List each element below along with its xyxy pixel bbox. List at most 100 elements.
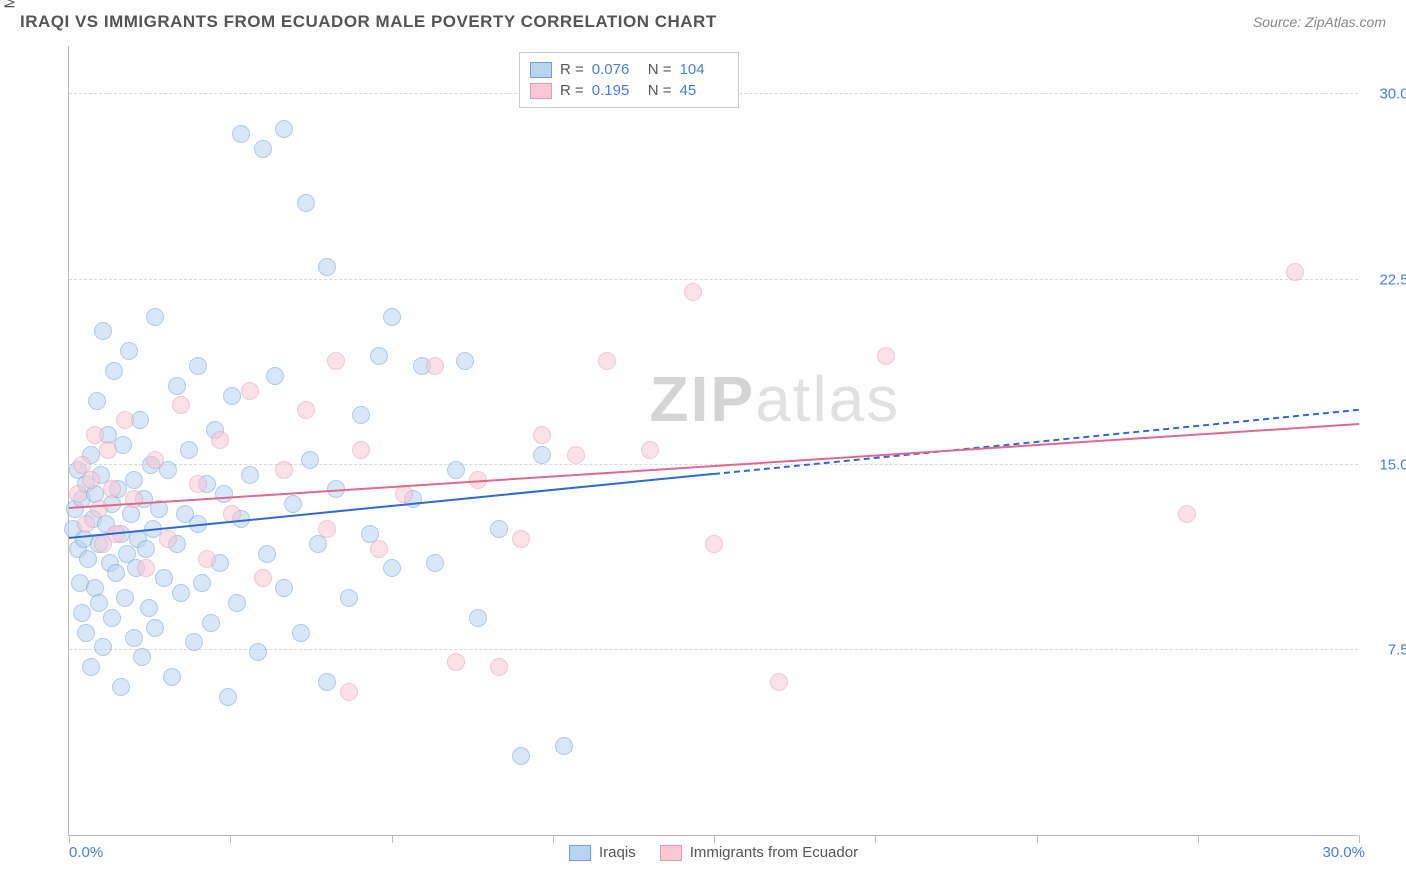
data-point: [90, 594, 108, 612]
data-point: [258, 545, 276, 563]
data-point: [1178, 505, 1196, 523]
data-point: [555, 737, 573, 755]
data-point: [228, 594, 246, 612]
chart-title: IRAQI VS IMMIGRANTS FROM ECUADOR MALE PO…: [20, 12, 717, 32]
data-point: [125, 490, 143, 508]
data-point: [533, 446, 551, 464]
data-point: [172, 584, 190, 602]
data-point: [202, 614, 220, 632]
y-tick-label: 15.0%: [1366, 456, 1406, 473]
data-point: [370, 347, 388, 365]
data-point: [120, 342, 138, 360]
data-point: [159, 530, 177, 548]
data-point: [172, 396, 190, 414]
data-point: [241, 382, 259, 400]
data-point: [86, 426, 104, 444]
x-tick: [875, 835, 876, 843]
data-point: [641, 441, 659, 459]
data-point: [284, 495, 302, 513]
x-tick: [553, 835, 554, 843]
y-tick-label: 7.5%: [1366, 641, 1406, 658]
watermark: ZIPatlas: [650, 362, 901, 436]
data-point: [73, 604, 91, 622]
data-point: [241, 466, 259, 484]
y-tick-label: 22.5%: [1366, 271, 1406, 288]
data-point: [266, 367, 284, 385]
data-point: [705, 535, 723, 553]
data-point: [426, 357, 444, 375]
x-tick: [69, 835, 70, 843]
trend-line: [69, 423, 1359, 509]
r-label: R =: [560, 82, 584, 99]
watermark-bold: ZIP: [650, 363, 756, 435]
data-point: [88, 392, 106, 410]
data-point: [189, 357, 207, 375]
data-point: [318, 520, 336, 538]
data-point: [82, 471, 100, 489]
series-legend: IraqisImmigrants from Ecuador: [569, 844, 858, 861]
n-value: 104: [680, 61, 728, 78]
data-point: [77, 515, 95, 533]
data-point: [219, 688, 237, 706]
data-point: [185, 633, 203, 651]
legend-label: Iraqis: [599, 844, 636, 861]
data-point: [770, 673, 788, 691]
x-tick-label: 30.0%: [1309, 844, 1365, 861]
data-point: [598, 352, 616, 370]
gridline: [69, 279, 1358, 280]
data-point: [105, 362, 123, 380]
data-point: [318, 673, 336, 691]
data-point: [352, 441, 370, 459]
data-point: [275, 461, 293, 479]
data-point: [215, 485, 233, 503]
scatter-plot: ZIPatlas 7.5%15.0%22.5%30.0%0.0%30.0%R =…: [68, 46, 1358, 836]
r-value: 0.195: [592, 82, 640, 99]
watermark-light: atlas: [755, 363, 900, 435]
y-tick-label: 30.0%: [1366, 86, 1406, 103]
n-label: N =: [648, 82, 672, 99]
data-point: [90, 500, 108, 518]
data-point: [383, 559, 401, 577]
legend-swatch: [530, 83, 552, 99]
data-point: [125, 471, 143, 489]
data-point: [116, 589, 134, 607]
data-point: [103, 609, 121, 627]
data-point: [340, 589, 358, 607]
data-point: [490, 658, 508, 676]
x-tick: [1359, 835, 1360, 843]
n-label: N =: [648, 61, 672, 78]
data-point: [254, 140, 272, 158]
data-point: [490, 520, 508, 538]
data-point: [163, 668, 181, 686]
data-point: [877, 347, 895, 365]
data-point: [107, 564, 125, 582]
x-tick: [392, 835, 393, 843]
x-tick-label: 0.0%: [69, 844, 103, 861]
data-point: [275, 579, 293, 597]
data-point: [137, 559, 155, 577]
data-point: [567, 446, 585, 464]
data-point: [69, 485, 87, 503]
legend-row: R =0.195N =45: [530, 80, 728, 101]
data-point: [94, 638, 112, 656]
data-point: [189, 475, 207, 493]
legend-row: R =0.076N =104: [530, 59, 728, 80]
data-point: [223, 387, 241, 405]
legend-swatch: [569, 845, 591, 861]
data-point: [447, 461, 465, 479]
data-point: [168, 377, 186, 395]
data-point: [254, 569, 272, 587]
data-point: [318, 258, 336, 276]
data-point: [292, 624, 310, 642]
data-point: [340, 683, 358, 701]
data-point: [180, 441, 198, 459]
data-point: [140, 599, 158, 617]
legend-item: Iraqis: [569, 844, 636, 861]
data-point: [146, 451, 164, 469]
data-point: [395, 485, 413, 503]
source-attribution: Source: ZipAtlas.com: [1253, 14, 1386, 30]
x-tick: [1037, 835, 1038, 843]
data-point: [116, 411, 134, 429]
data-point: [155, 569, 173, 587]
data-point: [125, 629, 143, 647]
